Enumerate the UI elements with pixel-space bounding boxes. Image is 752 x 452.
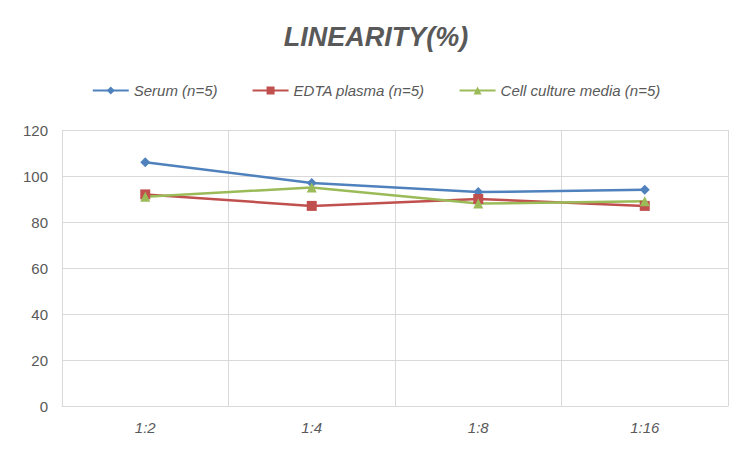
svg-text:Cell culture media (n=5): Cell culture media (n=5)	[501, 82, 661, 99]
svg-text:120: 120	[23, 122, 48, 139]
svg-text:0: 0	[40, 398, 48, 415]
svg-text:20: 20	[31, 352, 48, 369]
svg-text:80: 80	[31, 214, 48, 231]
svg-text:Serum (n=5): Serum (n=5)	[134, 82, 218, 99]
svg-text:1:8: 1:8	[468, 419, 490, 436]
svg-text:LINEARITY(%): LINEARITY(%)	[284, 22, 469, 52]
svg-text:1:2: 1:2	[135, 419, 157, 436]
svg-text:EDTA plasma (n=5): EDTA plasma (n=5)	[294, 82, 424, 99]
svg-text:100: 100	[23, 168, 48, 185]
svg-text:60: 60	[31, 260, 48, 277]
svg-text:40: 40	[31, 306, 48, 323]
svg-text:1:4: 1:4	[301, 419, 322, 436]
svg-text:1:16: 1:16	[630, 419, 660, 436]
